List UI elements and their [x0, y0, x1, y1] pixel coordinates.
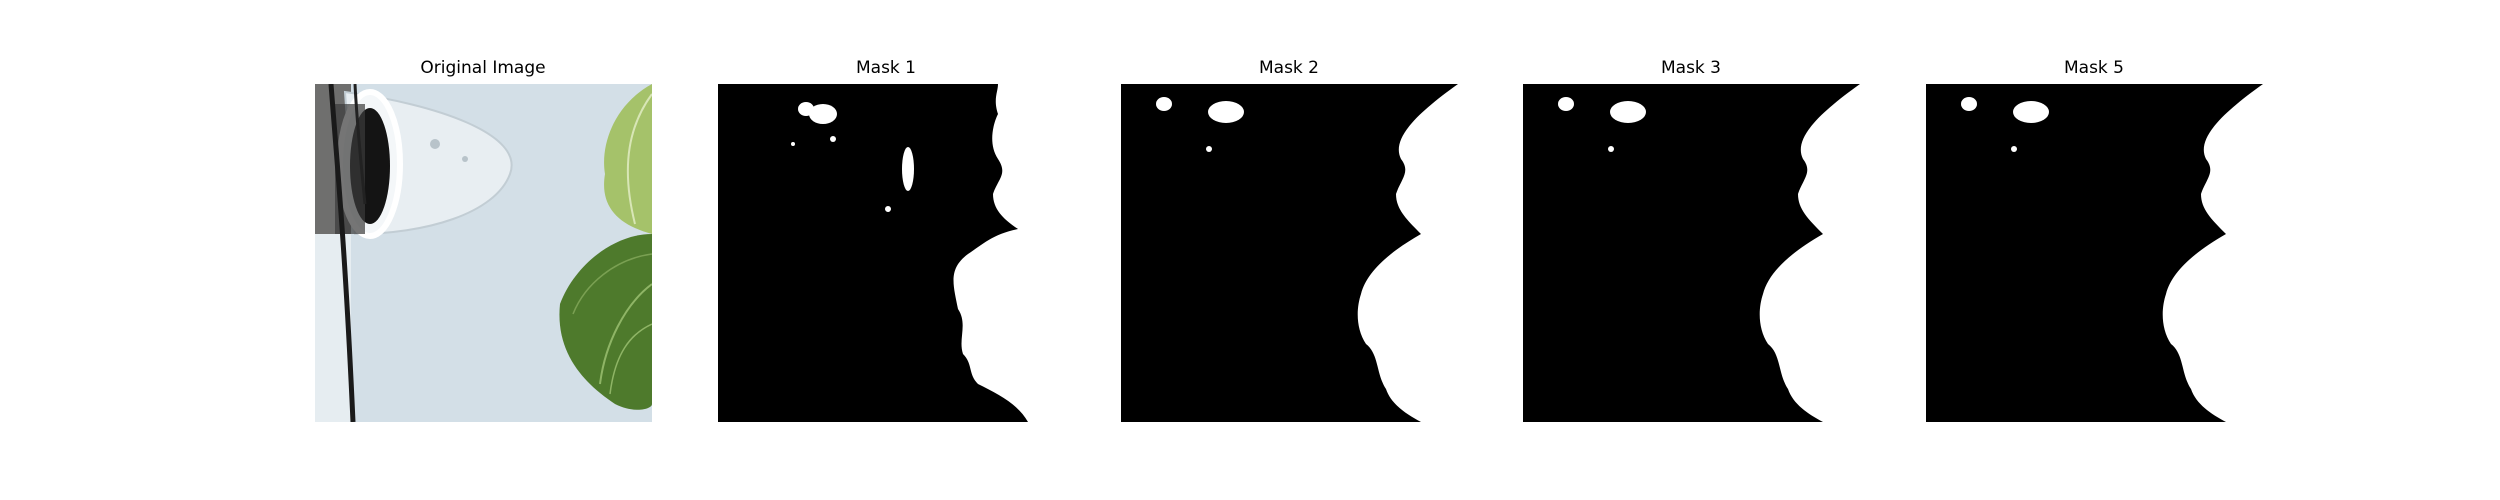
mask-5-image [1926, 84, 2263, 422]
panel-title-mask-5: Mask 5 [2063, 58, 2124, 78]
mask-3-image [1523, 84, 1860, 422]
panel-title-mask-1: Mask 1 [855, 58, 916, 78]
panel-title-mask-3: Mask 3 [1660, 58, 1721, 78]
panel-title-original: Original Image [420, 58, 546, 78]
original-image [315, 84, 652, 422]
mask-1-image [718, 84, 1055, 422]
panel-title-mask-2: Mask 2 [1258, 58, 1319, 78]
mask-2-image [1121, 84, 1458, 422]
